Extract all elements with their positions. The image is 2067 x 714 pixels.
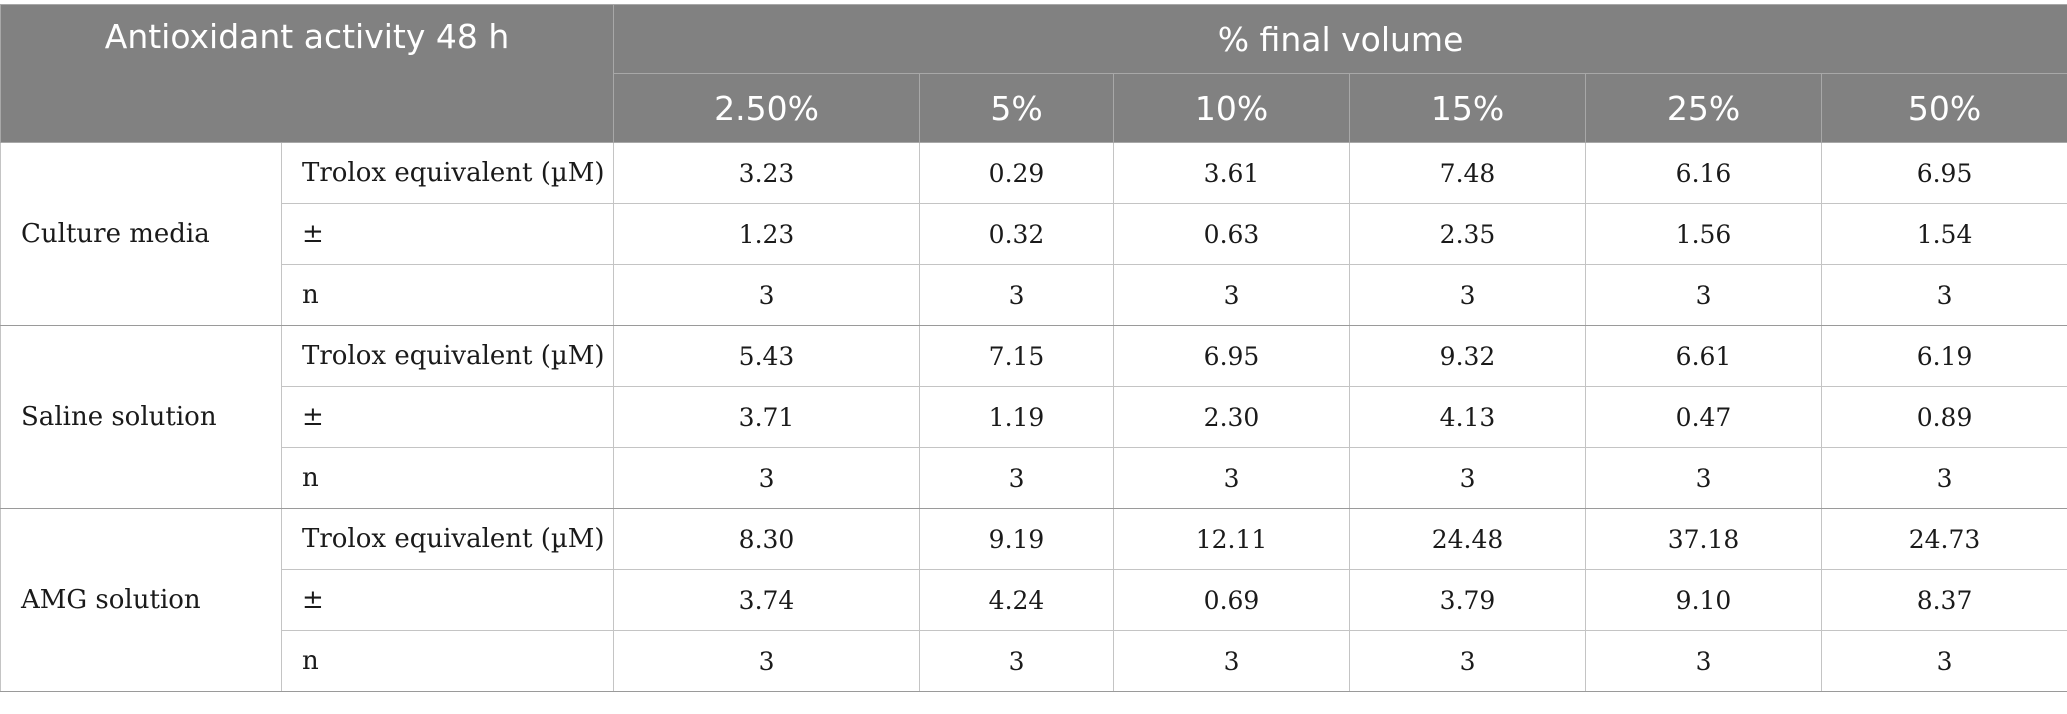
- table-cell: 0.47: [1585, 386, 1823, 448]
- table-cell: 0.29: [919, 142, 1115, 204]
- table-row: n 3 3 3 3 3 3: [1, 264, 2067, 326]
- metric-label: Trolox equivalent (µM): [280, 508, 615, 570]
- table-cell: 2.35: [1349, 203, 1587, 265]
- table-cell: 3: [919, 630, 1115, 692]
- metric-label: Trolox equivalent (µM): [280, 325, 615, 387]
- column-header: 15%: [1349, 73, 1587, 143]
- column-header: 2.50%: [613, 73, 921, 143]
- table-cell: 37.18: [1585, 508, 1823, 570]
- table-cell: 3: [613, 447, 921, 509]
- table-cell: 1.19: [919, 386, 1115, 448]
- table-cell: 3: [1585, 447, 1823, 509]
- table-cell: 1.23: [613, 203, 921, 265]
- table-cell: 3.74: [613, 569, 921, 631]
- table-cell: 24.73: [1821, 508, 2067, 570]
- table-cell: 3: [919, 264, 1115, 326]
- table-cell: 2.30: [1113, 386, 1351, 448]
- table-cell: 24.48: [1349, 508, 1587, 570]
- table-row: AMG solution Trolox equivalent (µM) 8.30…: [0, 508, 2067, 692]
- table-cell: 6.16: [1585, 142, 1823, 204]
- table-cell: 4.13: [1349, 386, 1587, 448]
- column-header: 5%: [919, 73, 1115, 143]
- table-cell: 12.11: [1113, 508, 1351, 570]
- table-cell: 9.10: [1585, 569, 1823, 631]
- group-label-culture-media: Culture media: [0, 142, 282, 326]
- table-cell: 3: [1585, 264, 1823, 326]
- table-cell: 3.61: [1113, 142, 1351, 204]
- table-cell: 9.19: [919, 508, 1115, 570]
- table-body: Culture media Trolox equivalent (µM) 3.2…: [0, 142, 2067, 692]
- table-cell: 8.37: [1821, 569, 2067, 631]
- table-cell: 1.54: [1821, 203, 2067, 265]
- table-cell: 6.61: [1585, 325, 1823, 387]
- table-row: n 3 3 3 3 3 3: [1, 630, 2067, 692]
- table-cell: 3: [613, 630, 921, 692]
- table-cell: 3: [1113, 264, 1351, 326]
- metric-label: Trolox equivalent (µM): [280, 142, 615, 204]
- table-cell: 6.95: [1821, 142, 2067, 204]
- table-row: ± 1.23 0.32 0.63 2.35 1.56 1.54: [1, 203, 2067, 265]
- metric-label: n: [280, 630, 615, 692]
- table-cell: 3: [613, 264, 921, 326]
- table-cell: 5.43: [613, 325, 921, 387]
- table-cell: 3: [1821, 447, 2067, 509]
- table-cell: 3.71: [613, 386, 921, 448]
- table-cell: 3: [1821, 264, 2067, 326]
- table-row: Culture media Trolox equivalent (µM) 3.2…: [0, 142, 2067, 326]
- table-cell: 9.32: [1349, 325, 1587, 387]
- table-cell: 3: [1585, 630, 1823, 692]
- table-cell: 6.95: [1113, 325, 1351, 387]
- column-header: 25%: [1585, 73, 1823, 143]
- table-cell: 7.15: [919, 325, 1115, 387]
- table-row: ± 3.71 1.19 2.30 4.13 0.47 0.89: [1, 386, 2067, 448]
- metric-label: n: [280, 264, 615, 326]
- table-cell: 3: [1349, 630, 1587, 692]
- table-cell: 3: [1113, 630, 1351, 692]
- table-row: n 3 3 3 3 3 3: [1, 447, 2067, 509]
- table-cell: 3: [1349, 264, 1587, 326]
- table-cell: 3: [919, 447, 1115, 509]
- table-cell: 0.89: [1821, 386, 2067, 448]
- metric-label: ±: [280, 386, 615, 448]
- table-cell: 0.32: [919, 203, 1115, 265]
- table-cell: 3.23: [613, 142, 921, 204]
- antioxidant-activity-table: Antioxidant activity 48 h % final volume…: [0, 4, 2067, 692]
- column-header: 50%: [1821, 73, 2067, 143]
- table-cell: 3: [1113, 447, 1351, 509]
- table-cell: 8.30: [613, 508, 921, 570]
- table-cell: 0.63: [1113, 203, 1351, 265]
- table-row: ± 3.74 4.24 0.69 3.79 9.10 8.37: [1, 569, 2067, 631]
- column-group-header: % final volume: [613, 4, 2067, 74]
- group-label-amg-solution: AMG solution: [0, 508, 282, 692]
- metric-label: ±: [280, 203, 615, 265]
- column-header: 10%: [1113, 73, 1351, 143]
- table-cell: 3: [1821, 630, 2067, 692]
- table-cell: 3: [1349, 447, 1587, 509]
- header-row-columns: 2.50% 5% 10% 15% 25% 50%: [1, 73, 2067, 143]
- table-cell: 1.56: [1585, 203, 1823, 265]
- table-row: Saline solution Trolox equivalent (µM) 5…: [0, 325, 2067, 509]
- metric-label: n: [280, 447, 615, 509]
- table-title: Antioxidant activity 48 h: [0, 4, 615, 143]
- table-cell: 4.24: [919, 569, 1115, 631]
- header-row-top: Antioxidant activity 48 h % final volume: [0, 4, 2067, 143]
- table-cell: 0.69: [1113, 569, 1351, 631]
- table-header: Antioxidant activity 48 h % final volume…: [0, 4, 2067, 143]
- table-cell: 3.79: [1349, 569, 1587, 631]
- table-cell: 6.19: [1821, 325, 2067, 387]
- group-label-saline-solution: Saline solution: [0, 325, 282, 509]
- metric-label: ±: [280, 569, 615, 631]
- table-cell: 7.48: [1349, 142, 1587, 204]
